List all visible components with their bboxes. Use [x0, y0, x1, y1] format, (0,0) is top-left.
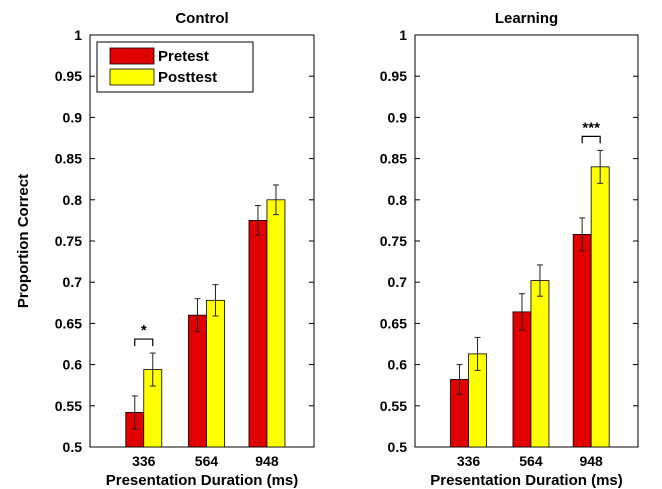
panel-title: Learning — [495, 10, 558, 27]
y-tick-label: 1 — [399, 27, 407, 43]
bar-pretest-948 — [572, 234, 592, 448]
significance-marker: *** — [582, 119, 600, 136]
significance-marker: * — [141, 322, 147, 339]
x-tick-label: 948 — [579, 453, 603, 469]
y-tick-label: 0.55 — [55, 398, 82, 414]
y-tick-label: 0.6 — [63, 357, 83, 373]
control-panel: 0.5 0.55 0.6 0.65 0.7 0.75 0.8 0.85 0.9 0.95 1 Cont… — [15, 10, 315, 489]
x-tick-label: 336 — [132, 453, 156, 469]
y-tick-label: 0.65 — [55, 315, 82, 331]
y-tick-label: 0.5 — [388, 439, 408, 455]
y-tick-label: 0.7 — [63, 274, 83, 290]
y-tick-label: 0.75 — [380, 233, 407, 249]
y-tick-label: 0.8 — [388, 192, 408, 208]
significance-bracket — [134, 338, 154, 347]
y-tick-label: 0.55 — [380, 398, 407, 414]
y-tick-label: 0.5 — [63, 439, 83, 455]
legend-entry: Posttest — [158, 69, 217, 86]
bar-posttest-948 — [590, 166, 610, 448]
y-tick-label: 0.95 — [55, 68, 82, 84]
y-tick-label: 0.95 — [380, 68, 407, 84]
bar-pretest-948 — [248, 219, 268, 448]
legend-swatch — [109, 47, 155, 65]
bar-posttest-564 — [530, 280, 550, 448]
significance-bracket — [581, 135, 601, 144]
y-tick-label: 0.65 — [380, 315, 407, 331]
x-tick-label: 564 — [195, 453, 219, 469]
y-tick-label: 0.85 — [55, 151, 82, 167]
y-tick-label: 0.9 — [388, 109, 408, 125]
y-tick-label: 0.85 — [380, 151, 407, 167]
y-tick-label: 0.7 — [388, 274, 408, 290]
x-tick-label: 948 — [255, 453, 279, 469]
y-tick-label: 0.75 — [55, 233, 82, 249]
bar-posttest-948 — [266, 199, 286, 448]
bar-posttest-564 — [206, 299, 225, 448]
y-tick-label: 0.9 — [63, 109, 83, 125]
y-tick-label: 0.6 — [388, 357, 408, 373]
legend: Pretest Posttest — [96, 41, 254, 93]
y-tick-label: 0.8 — [63, 192, 83, 208]
y-axis-label: Proportion Correct — [15, 174, 32, 308]
x-axis-label: Presentation Duration (ms) — [106, 472, 299, 489]
x-tick-label: 564 — [519, 453, 543, 469]
legend-swatch — [109, 68, 155, 86]
y-tick-label: 1 — [74, 27, 82, 43]
x-tick-label: 336 — [457, 453, 481, 469]
legend-entry: Pretest — [158, 48, 209, 65]
learning-panel: 0.5 0.55 0.6 0.65 0.7 0.75 0.8 0.85 0.9 0.95 1 Lear… — [380, 10, 639, 489]
x-axis-label: Presentation Duration (ms) — [430, 472, 623, 489]
bar-pretest-564 — [512, 311, 532, 448]
bar-pretest-564 — [188, 314, 207, 448]
panel-title: Control — [175, 10, 228, 27]
